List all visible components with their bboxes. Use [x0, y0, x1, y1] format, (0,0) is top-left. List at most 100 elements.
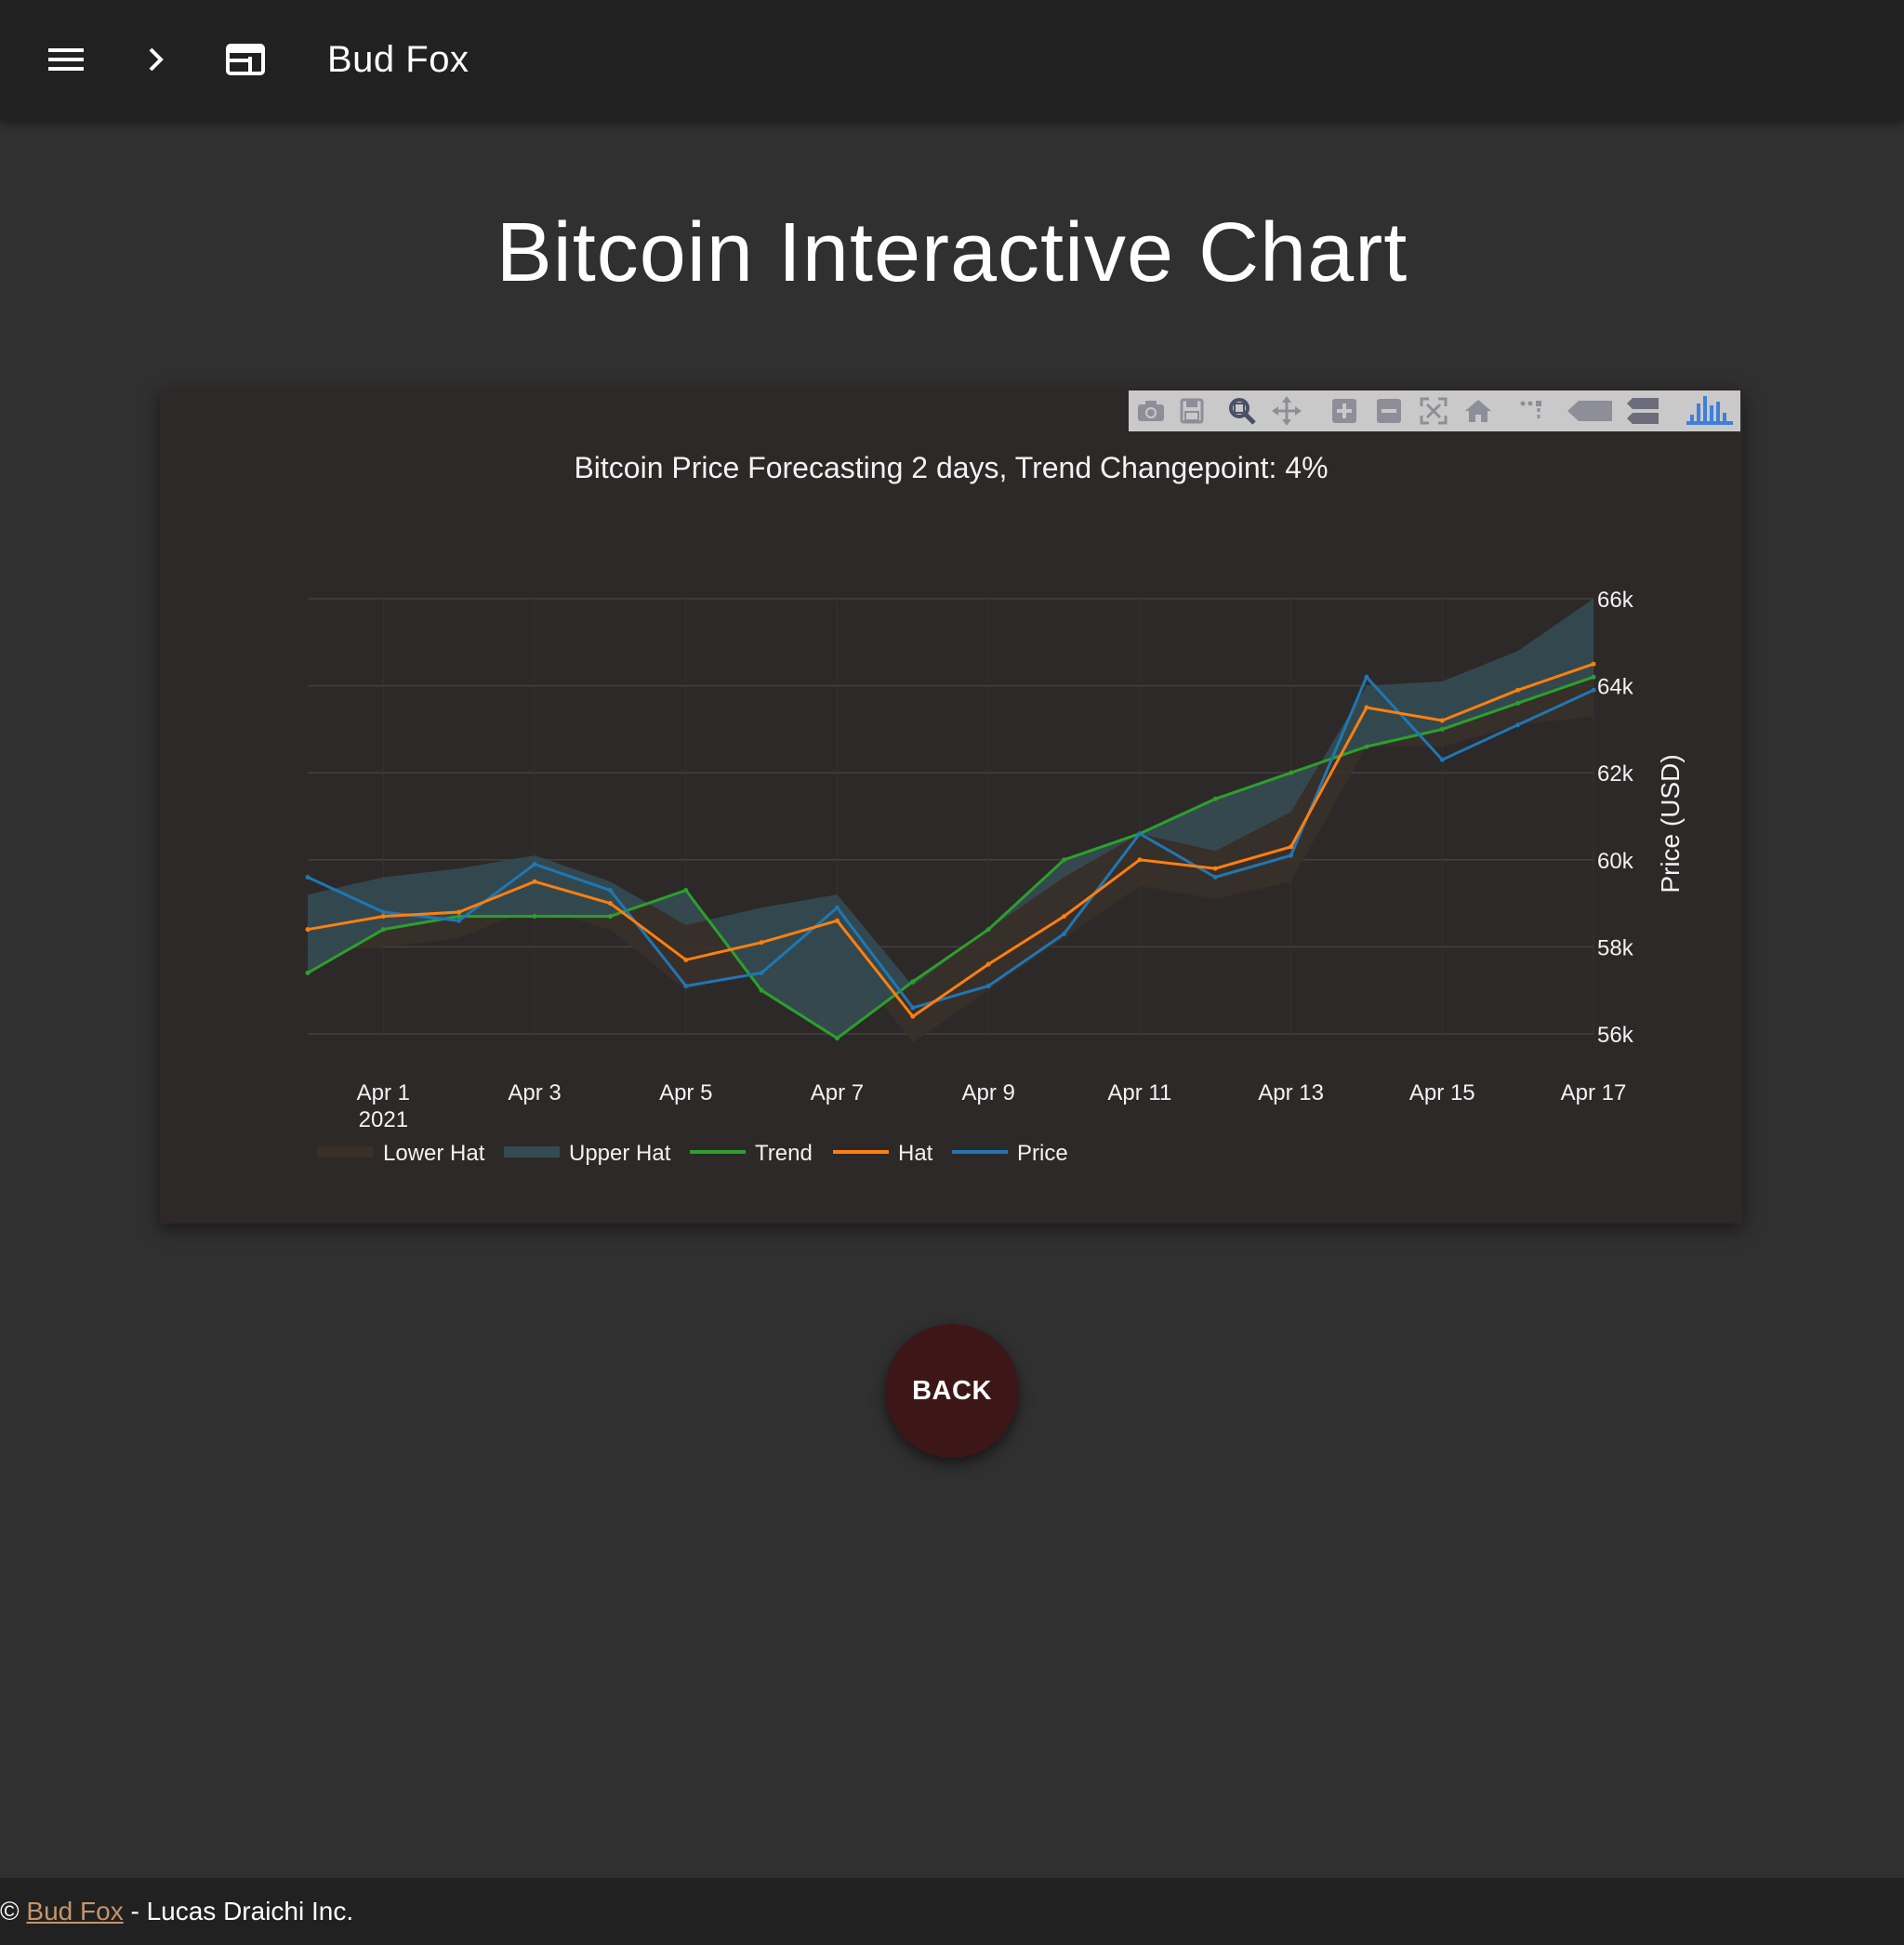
app-bar: Bud Fox	[0, 0, 1904, 119]
trend-point	[834, 1036, 840, 1041]
hat-point	[532, 879, 537, 884]
hat-point	[1515, 687, 1521, 693]
x-tick-label: Apr 3	[508, 1080, 561, 1105]
trend-point	[1364, 744, 1369, 749]
autoscale-icon[interactable]	[1413, 390, 1454, 431]
hover-compare-icon[interactable]	[1618, 390, 1668, 431]
x-tick-year-label: 2021	[359, 1107, 408, 1132]
footer-link-bud-fox[interactable]: Bud Fox	[26, 1897, 124, 1925]
trend-point	[1062, 857, 1067, 863]
trend-point	[456, 914, 462, 920]
price-point	[683, 984, 689, 989]
spike-lines-icon[interactable]	[1512, 390, 1553, 431]
footer: © Bud Fox - Lucas Draichi Inc.	[0, 1878, 1904, 1945]
page-title: Bitcoin Interactive Chart	[496, 206, 1408, 299]
hat-point	[456, 909, 462, 915]
trend-point	[607, 914, 613, 920]
save-icon[interactable]	[1171, 390, 1212, 431]
hat-point	[834, 918, 840, 923]
hat-point	[1137, 857, 1143, 863]
hat-point	[910, 1013, 916, 1019]
trend-point	[1591, 674, 1596, 680]
zoom-icon[interactable]	[1222, 390, 1263, 431]
price-point	[1364, 674, 1369, 680]
hover-closest-icon[interactable]	[1562, 390, 1618, 431]
reset-axes-icon[interactable]	[1458, 390, 1499, 431]
price-point	[607, 888, 613, 893]
price-point	[910, 1005, 916, 1011]
hat-point	[305, 927, 311, 933]
hat-point	[985, 961, 991, 967]
x-tick-label: Apr 5	[659, 1080, 712, 1105]
legend-swatch	[504, 1146, 560, 1158]
price-point	[834, 905, 840, 910]
chart-plot[interactable]: Bitcoin Price Forecasting 2 days, Trend …	[0, 0, 1904, 1237]
app-title: Bud Fox	[327, 39, 469, 80]
x-tick-label: Apr 1	[357, 1080, 410, 1105]
hat-point	[1062, 914, 1067, 920]
hat-point	[1439, 718, 1445, 723]
price-point	[759, 970, 764, 975]
legend-item[interactable]: Upper Hat	[504, 1141, 671, 1166]
x-tick-label: Apr 9	[961, 1080, 1014, 1105]
trend-point	[1439, 726, 1445, 732]
plotly-logo-icon[interactable]	[1683, 390, 1735, 431]
web-window-icon[interactable]	[216, 30, 275, 89]
trend-point	[759, 987, 764, 993]
hat-point	[607, 901, 613, 906]
legend-item[interactable]: Hat	[833, 1141, 933, 1166]
camera-icon[interactable]	[1129, 390, 1173, 431]
trend-line	[307, 675, 1594, 1040]
hat-point	[1212, 866, 1218, 871]
price-point	[1439, 757, 1445, 762]
x-tick-label: Apr 13	[1258, 1080, 1324, 1105]
y-axis-title: Price (USD)	[1656, 754, 1685, 893]
price-point	[380, 909, 386, 915]
price-point	[1591, 687, 1596, 693]
hat-line	[307, 662, 1594, 1019]
x-tick-label: Apr 11	[1107, 1080, 1171, 1105]
y-tick-label: 56k	[1597, 1023, 1634, 1048]
hat-point	[1289, 844, 1294, 850]
price-point	[1515, 722, 1521, 728]
hat-point	[759, 940, 764, 946]
zoom-out-icon[interactable]	[1368, 390, 1409, 431]
y-tick-label: 58k	[1597, 935, 1634, 960]
price-line	[307, 674, 1594, 1010]
legend-item[interactable]: Trend	[690, 1141, 813, 1166]
trend-point	[1515, 700, 1521, 706]
hat-point	[1364, 705, 1369, 710]
chevron-right-icon[interactable]	[126, 30, 186, 89]
price-point	[532, 861, 537, 867]
price-point	[1062, 931, 1067, 936]
trend-point	[380, 927, 386, 933]
hat-point	[1591, 661, 1596, 667]
back-button[interactable]: BACK	[885, 1324, 1019, 1458]
chart-title: Bitcoin Price Forecasting 2 days, Trend …	[574, 451, 1328, 484]
x-tick-label: Apr 17	[1561, 1080, 1627, 1105]
legend-item[interactable]: Lower Hat	[318, 1141, 485, 1166]
price-point	[1137, 831, 1143, 837]
lower-hat-band	[308, 677, 1593, 1043]
hat-point	[683, 957, 689, 962]
footer-company: - Lucas Draichi Inc.	[123, 1897, 354, 1925]
x-tick-label: Apr 7	[811, 1080, 864, 1105]
pan-icon[interactable]	[1266, 390, 1307, 431]
legend-label: Price	[1017, 1141, 1068, 1166]
zoom-in-icon[interactable]	[1324, 390, 1365, 431]
trend-point	[985, 927, 991, 933]
x-tick-label: Apr 15	[1409, 1080, 1475, 1105]
trend-point	[305, 970, 311, 975]
hat-point	[380, 914, 386, 920]
y-tick-label: 62k	[1597, 761, 1634, 787]
trend-point	[1212, 796, 1218, 801]
chart-toolbar	[1129, 390, 1740, 431]
y-tick-label: 60k	[1597, 849, 1634, 874]
menu-icon[interactable]	[37, 30, 97, 89]
legend-item[interactable]: Price	[952, 1141, 1068, 1166]
trend-point	[1289, 770, 1294, 775]
price-point	[1212, 875, 1218, 880]
price-point	[305, 875, 311, 880]
price-point	[456, 918, 462, 923]
trend-point	[910, 979, 916, 985]
